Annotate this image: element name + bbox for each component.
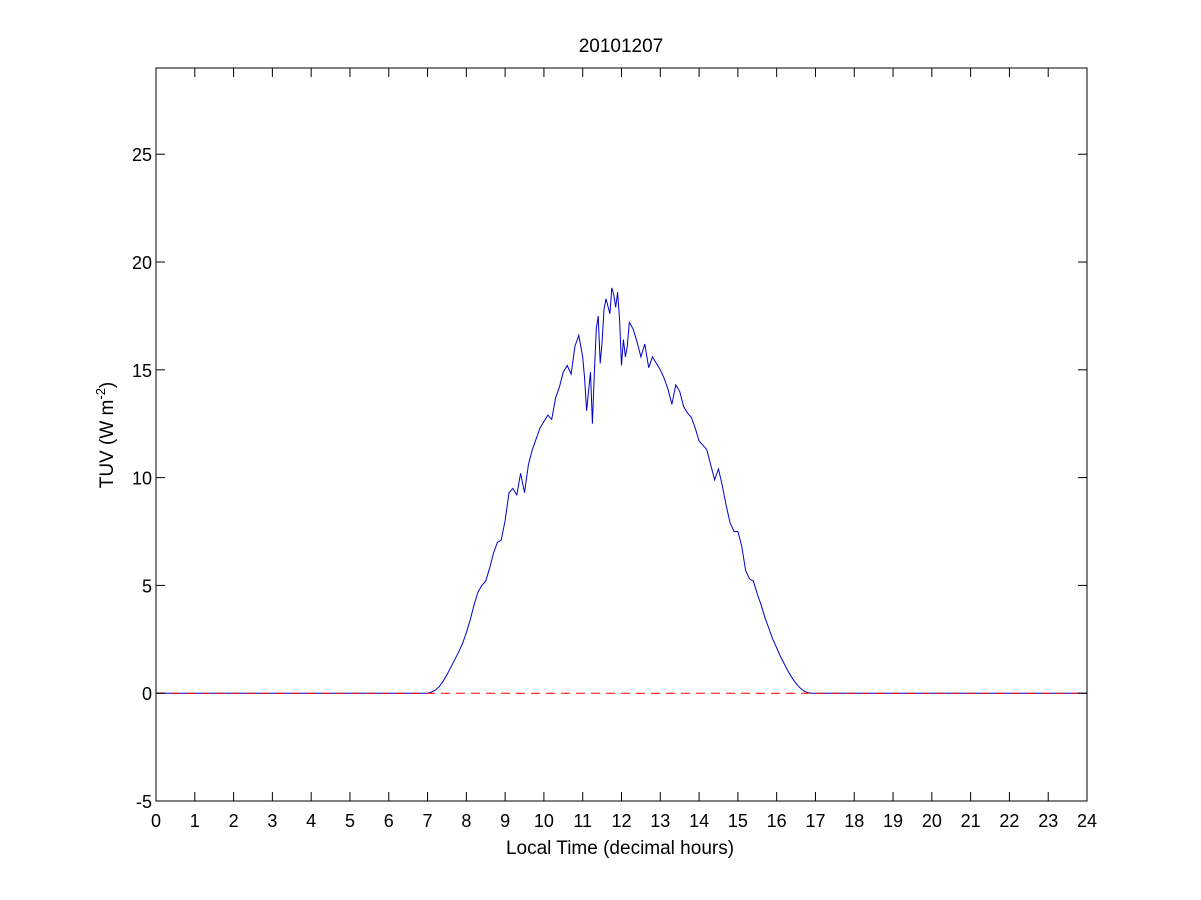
plot-frame xyxy=(155,67,1088,802)
x-tick-label-7: 7 xyxy=(423,811,433,831)
x-tick-label-1: 1 xyxy=(190,811,200,831)
x-tick-label-8: 8 xyxy=(461,811,471,831)
x-tick-label-11: 11 xyxy=(573,811,592,831)
x-tick-label-5: 5 xyxy=(345,811,355,831)
y-tick-label-4: 15 xyxy=(132,361,152,381)
y-tick-label-0: -5 xyxy=(136,792,152,812)
x-tick-label-2: 2 xyxy=(229,811,239,831)
y-tick-label-2: 5 xyxy=(142,576,152,596)
y-axis-label: TUV (W m-2) xyxy=(93,382,118,489)
x-tick-label-14: 14 xyxy=(689,811,709,831)
y-axis-ticks: -5 0 5 10 15 20 25 xyxy=(132,145,1087,812)
x-tick-label-0: 0 xyxy=(151,811,161,831)
y-axis-label-superscript: -2 xyxy=(93,388,108,400)
x-tick-label-21: 21 xyxy=(961,811,981,831)
x-tick-label-16: 16 xyxy=(767,811,787,831)
y-tick-label-6: 25 xyxy=(132,145,152,165)
x-tick-label-18: 18 xyxy=(844,811,864,831)
y-tick-label-1: 0 xyxy=(142,684,152,704)
x-axis-label: Local Time (decimal hours) xyxy=(506,838,734,859)
x-tick-label-10: 10 xyxy=(534,811,554,831)
x-tick-label-6: 6 xyxy=(384,811,394,831)
x-tick-label-9: 9 xyxy=(500,811,510,831)
x-tick-label-3: 3 xyxy=(267,811,277,831)
x-tick-label-19: 19 xyxy=(883,811,903,831)
y-axis-label-close: ) xyxy=(97,382,118,388)
x-tick-label-4: 4 xyxy=(306,811,316,831)
plot-series-layer xyxy=(156,287,1087,694)
x-tick-label-23: 23 xyxy=(1038,811,1058,831)
x-axis-ticks: 0 1 2 3 4 5 6 7 8 9 10 11 12 13 14 15 16 17 18 19 20 21 22 23 24 xyxy=(151,68,1097,831)
y-axis-label-main: TUV (W m xyxy=(97,400,118,489)
series-line-0 xyxy=(156,287,1087,694)
chart-title: 20101207 xyxy=(579,36,664,57)
x-tick-label-22: 22 xyxy=(999,811,1019,831)
x-tick-label-12: 12 xyxy=(611,811,631,831)
x-tick-label-24: 24 xyxy=(1077,811,1097,831)
x-tick-label-15: 15 xyxy=(728,811,748,831)
y-tick-label-5: 20 xyxy=(132,253,152,273)
x-tick-label-17: 17 xyxy=(805,811,825,831)
y-tick-label-3: 10 xyxy=(132,469,152,489)
x-tick-label-13: 13 xyxy=(650,811,670,831)
x-tick-label-20: 20 xyxy=(922,811,942,831)
